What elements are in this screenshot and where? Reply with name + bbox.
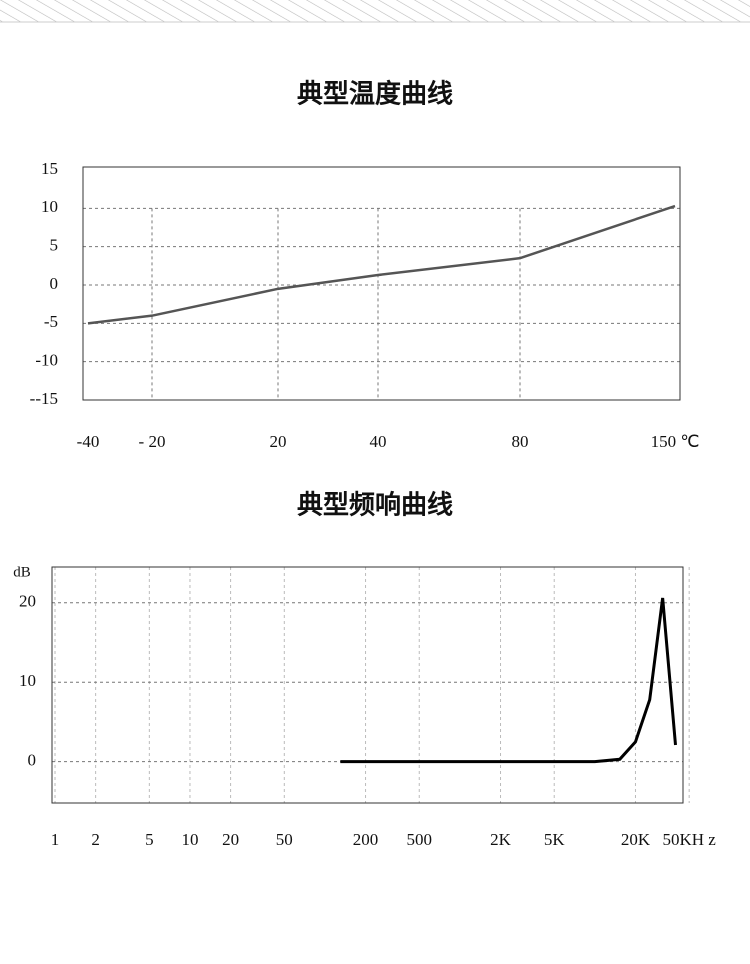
- data-line: [340, 597, 678, 764]
- y-tick-label: 5: [50, 236, 59, 255]
- x-tick-label: 200: [353, 830, 379, 849]
- y-tick-label: -5: [44, 312, 58, 331]
- y-tick-label: 0: [50, 274, 59, 293]
- y-axis-label: dB: [13, 564, 31, 580]
- y-tick-label: 15: [41, 159, 58, 178]
- x-tick-label: 40: [370, 432, 387, 451]
- plot-frame: [82, 166, 681, 401]
- x-tick-label: 80: [512, 432, 529, 451]
- plot-frame: [51, 566, 684, 804]
- x-tick-label: - 20: [139, 432, 166, 451]
- x-tick-label: 50KH z: [662, 830, 716, 849]
- x-tick-label: 20K: [621, 830, 651, 849]
- chart-title: 典型频响曲线: [297, 490, 453, 521]
- x-tick-label: 20: [222, 830, 239, 849]
- y-tick-label: 0: [28, 751, 37, 770]
- x-tick-label: 20: [270, 432, 287, 451]
- data-line: [87, 204, 676, 325]
- x-tick-label: 50: [276, 830, 293, 849]
- y-tick-label: --15: [30, 389, 58, 408]
- y-tick-label: 10: [41, 197, 58, 216]
- x-tick-label: 1: [51, 830, 60, 849]
- x-tick-label: 5K: [544, 830, 566, 849]
- header-hatch: [0, 0, 750, 22]
- chart-title: 典型温度曲线: [297, 79, 453, 110]
- y-tick-label: 20: [19, 592, 36, 611]
- x-tick-label: 150 ℃: [651, 432, 700, 451]
- x-tick-label: 2: [91, 830, 100, 849]
- x-tick-label: -40: [77, 432, 100, 451]
- x-tick-label: 10: [181, 830, 198, 849]
- x-tick-label: 5: [145, 830, 154, 849]
- y-tick-label: -10: [35, 351, 58, 370]
- x-tick-label: 2K: [490, 830, 512, 849]
- x-tick-label: 500: [407, 830, 433, 849]
- y-tick-label: 10: [19, 671, 36, 690]
